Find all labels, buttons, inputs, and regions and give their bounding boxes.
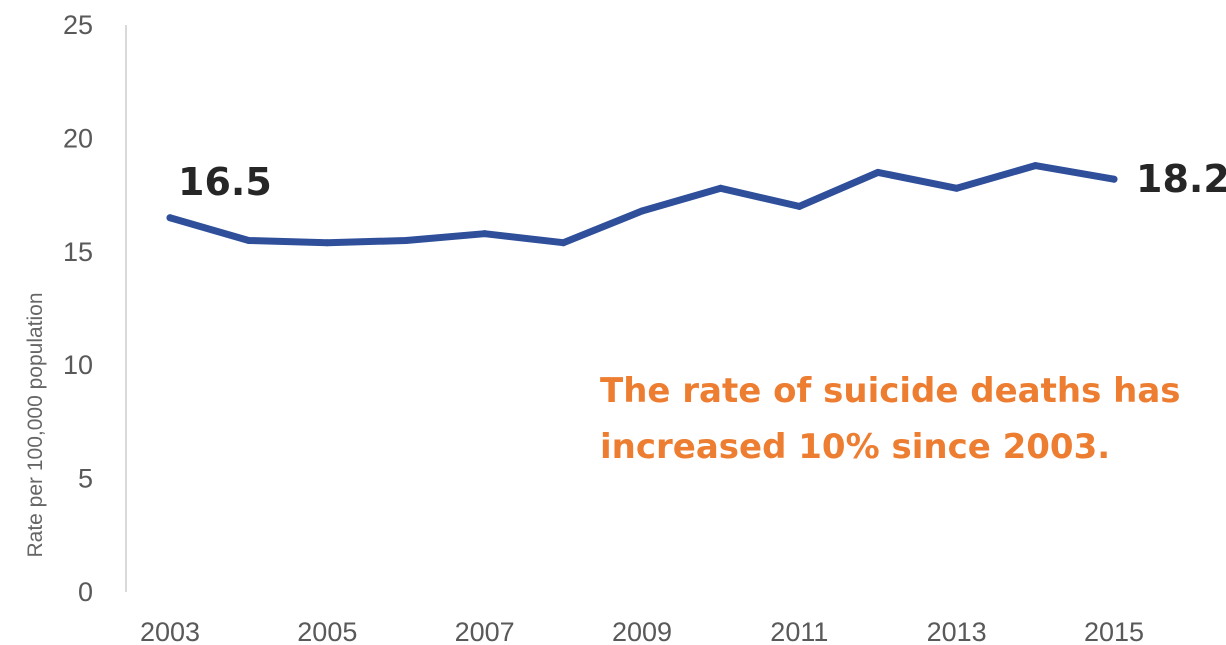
series-points <box>166 162 1118 247</box>
data-point <box>481 230 489 238</box>
data-point <box>323 239 331 247</box>
x-tick-label: 2007 <box>455 617 515 645</box>
x-tick-label: 2003 <box>140 617 200 645</box>
annotation-line-2: increased 10% since 2003. <box>600 427 1110 467</box>
data-point <box>1110 175 1118 183</box>
y-axis-label: Rate per 100,000 population <box>24 292 47 557</box>
y-tick-label: 10 <box>63 350 93 380</box>
y-tick-label: 20 <box>63 123 93 153</box>
data-label: 18.2 <box>1136 157 1226 201</box>
y-tick-label: 15 <box>63 237 93 267</box>
y-tick-labels: 0 5 10 15 20 25 <box>63 10 93 607</box>
x-tick-label: 2013 <box>927 617 987 645</box>
annotation-line-1: The rate of suicide deaths has <box>600 371 1181 411</box>
data-point <box>166 214 174 222</box>
x-tick-label: 2005 <box>297 617 357 645</box>
x-tick-label: 2009 <box>612 617 672 645</box>
data-point <box>717 184 725 192</box>
data-point <box>402 236 410 244</box>
data-point <box>559 239 567 247</box>
series-line <box>166 162 1118 247</box>
data-labels: 16.5 18.2 <box>178 157 1226 204</box>
data-point <box>638 207 646 215</box>
data-point <box>795 202 803 210</box>
x-tick-label: 2015 <box>1084 617 1144 645</box>
annotation-text: The rate of suicide deaths has increased… <box>600 371 1192 467</box>
data-point <box>1031 162 1039 170</box>
data-point <box>245 236 253 244</box>
y-tick-label: 5 <box>78 464 93 494</box>
y-tick-label: 0 <box>78 577 93 607</box>
x-tick-label: 2011 <box>770 617 828 645</box>
data-point <box>874 168 882 176</box>
y-tick-label: 25 <box>63 10 93 40</box>
x-tick-labels: 2003 2005 2007 2009 2011 2013 2015 <box>140 617 1144 645</box>
data-label: 16.5 <box>178 160 272 204</box>
data-point <box>953 184 961 192</box>
